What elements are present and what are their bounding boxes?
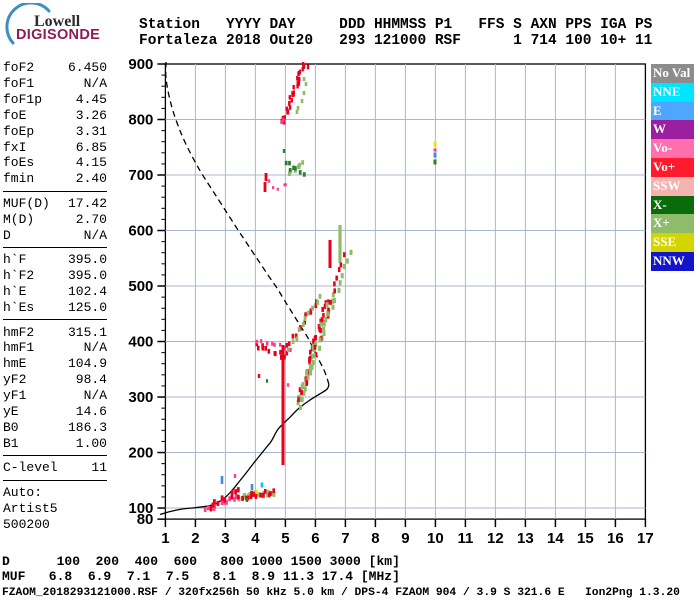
svg-text:12: 12 <box>487 530 504 547</box>
svg-text:800: 800 <box>128 112 153 129</box>
svg-text:16: 16 <box>607 530 624 547</box>
svg-text:9: 9 <box>401 530 409 547</box>
svg-text:5: 5 <box>281 530 289 547</box>
svg-text:700: 700 <box>128 167 153 184</box>
svg-text:500: 500 <box>128 278 153 295</box>
svg-text:4: 4 <box>251 530 260 547</box>
svg-text:8: 8 <box>371 530 379 547</box>
svg-text:15: 15 <box>577 530 594 547</box>
svg-text:13: 13 <box>517 530 534 547</box>
svg-text:200: 200 <box>128 445 153 462</box>
svg-text:400: 400 <box>128 334 153 351</box>
svg-text:2: 2 <box>191 530 199 547</box>
svg-text:900: 900 <box>128 56 153 73</box>
svg-text:600: 600 <box>128 223 153 240</box>
svg-text:14: 14 <box>547 530 564 547</box>
svg-text:6: 6 <box>311 530 319 547</box>
svg-text:80: 80 <box>137 511 154 528</box>
svg-text:10: 10 <box>427 530 444 547</box>
svg-text:3: 3 <box>221 530 229 547</box>
svg-text:1: 1 <box>161 530 169 547</box>
svg-text:7: 7 <box>341 530 349 547</box>
svg-text:300: 300 <box>128 389 153 406</box>
svg-text:17: 17 <box>637 530 654 547</box>
svg-text:11: 11 <box>457 530 473 547</box>
